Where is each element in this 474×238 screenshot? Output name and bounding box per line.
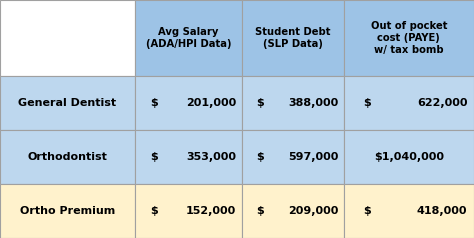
Text: $: $ <box>256 98 264 108</box>
Text: $1,040,000: $1,040,000 <box>374 152 444 162</box>
Text: $: $ <box>256 206 264 216</box>
Text: Avg Salary
(ADA/HPI Data): Avg Salary (ADA/HPI Data) <box>146 27 231 49</box>
Text: Orthodontist: Orthodontist <box>27 152 108 162</box>
Bar <box>135 76 242 130</box>
Text: 201,000: 201,000 <box>186 98 237 108</box>
Bar <box>242 76 344 130</box>
Text: $: $ <box>363 206 371 216</box>
Text: $: $ <box>256 152 264 162</box>
Bar <box>344 76 474 130</box>
Bar <box>0 76 135 130</box>
Text: 597,000: 597,000 <box>288 152 338 162</box>
Bar <box>242 184 344 238</box>
Text: 622,000: 622,000 <box>417 98 467 108</box>
Text: Out of pocket
cost (PAYE)
w/ tax bomb: Out of pocket cost (PAYE) w/ tax bomb <box>371 21 447 55</box>
Text: General Dentist: General Dentist <box>18 98 117 108</box>
Text: $: $ <box>363 98 371 108</box>
Bar <box>0 0 135 76</box>
Text: 209,000: 209,000 <box>288 206 338 216</box>
Bar <box>344 184 474 238</box>
Text: $: $ <box>150 98 158 108</box>
Text: Ortho Premium: Ortho Premium <box>20 206 115 216</box>
Bar <box>135 0 242 76</box>
Bar <box>344 130 474 184</box>
Text: 388,000: 388,000 <box>288 98 338 108</box>
Bar <box>135 130 242 184</box>
Text: 353,000: 353,000 <box>186 152 237 162</box>
Bar <box>344 0 474 76</box>
Text: Student Debt
(SLP Data): Student Debt (SLP Data) <box>255 27 330 49</box>
Text: 418,000: 418,000 <box>417 206 467 216</box>
Bar <box>0 130 135 184</box>
Bar <box>135 184 242 238</box>
Bar <box>0 184 135 238</box>
Bar <box>242 0 344 76</box>
Text: 152,000: 152,000 <box>186 206 237 216</box>
Text: $: $ <box>150 152 158 162</box>
Text: $: $ <box>150 206 158 216</box>
Bar <box>242 130 344 184</box>
